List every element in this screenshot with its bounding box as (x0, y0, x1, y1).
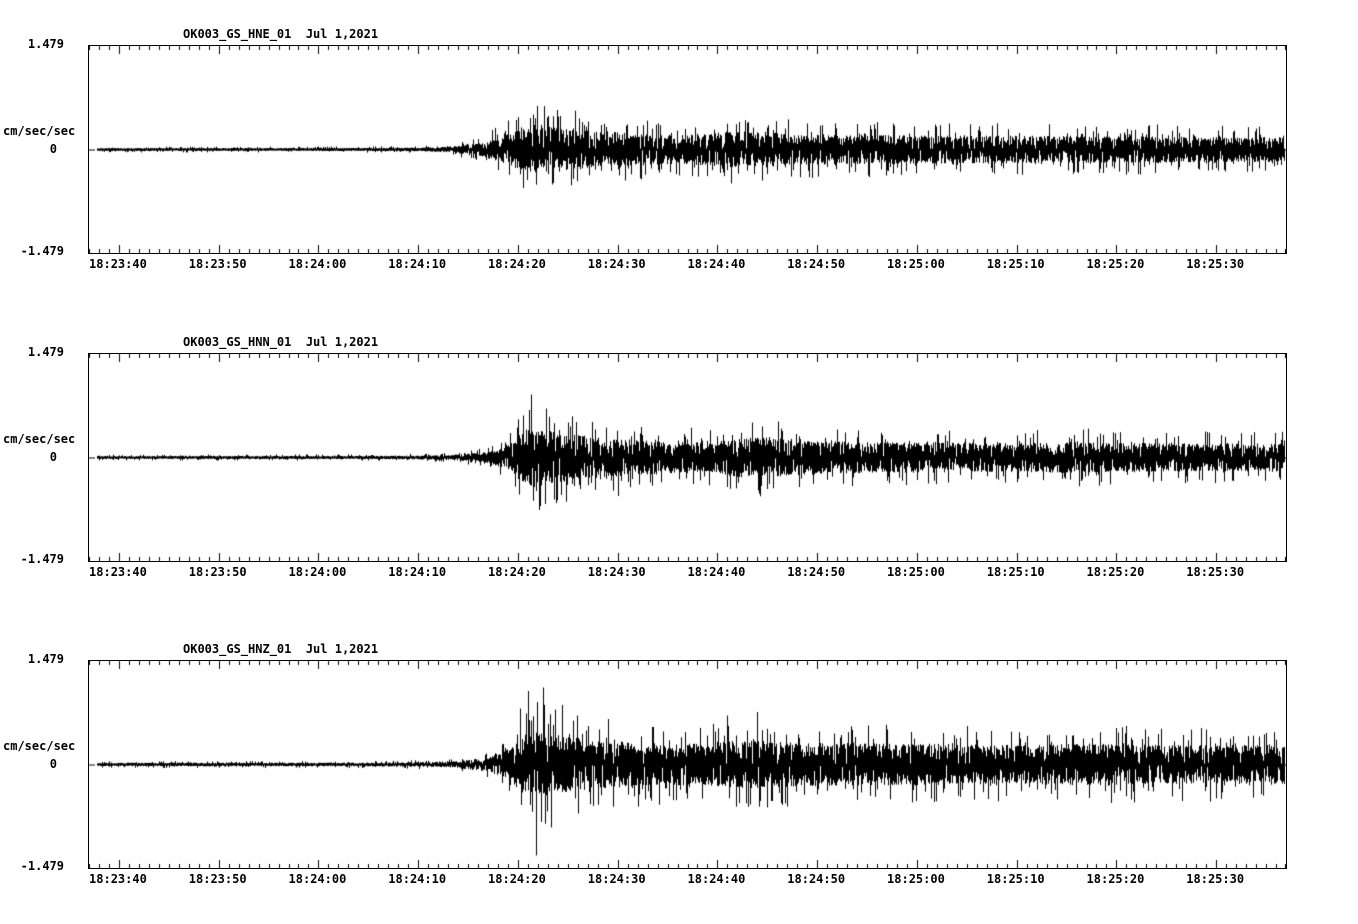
x-axis-time-label: 18:24:30 (587, 257, 646, 271)
x-axis-time-label: 18:25:10 (986, 257, 1045, 271)
waveform-trace-canvas (89, 354, 1286, 561)
waveform-trace-canvas (89, 46, 1286, 253)
x-axis-time-label: 18:24:20 (488, 565, 546, 579)
x-axis-time-label: 18:24:40 (687, 565, 746, 579)
seismogram-panel-1: OK003_GS_HNE_01 Jul 1,2021 1.479 cm/sec/se… (0, 16, 1358, 324)
x-axis-time-label: 18:24:30 (587, 565, 646, 579)
x-axis-time-label: 18:24:40 (687, 257, 746, 271)
plot-area (88, 353, 1287, 562)
y-tick-label-min: -1.479 (20, 244, 64, 258)
x-axis-time-label: 18:24:50 (787, 872, 846, 886)
x-axis-time-label: 18:24:00 (288, 872, 347, 886)
y-tick-label-zero: 0 (49, 756, 57, 771)
panel-title: OK003_GS_HNN_01 Jul 1,2021 (183, 335, 379, 349)
x-axis-time-label: 18:24:10 (388, 257, 447, 271)
y-tick-label-max: 1.479 (27, 37, 64, 51)
x-axis-time-label: 18:23:50 (188, 257, 247, 271)
x-axis-time-label: 18:25:20 (1086, 872, 1145, 886)
plot-area (88, 660, 1287, 869)
x-axis-time-label: 18:24:10 (388, 565, 447, 579)
x-axis-time-label: 18:24:10 (388, 872, 447, 886)
x-axis-time-label: 18:25:30 (1186, 872, 1245, 886)
panel-title: OK003_GS_HNE_01 Jul 1,2021 (183, 27, 379, 41)
x-axis-time-label: 18:25:00 (887, 565, 945, 579)
x-axis-time-label: 18:23:50 (188, 565, 247, 579)
x-axis-time-label: 18:24:20 (488, 257, 546, 271)
x-axis-time-label: 18:25:10 (986, 872, 1045, 886)
y-tick-label-max: 1.479 (27, 652, 64, 666)
x-axis-time-label: 18:23:40 (89, 872, 147, 886)
y-tick-label-zero: 0 (49, 449, 57, 464)
x-axis-time-label: 18:24:50 (787, 565, 846, 579)
panel-title: OK003_GS_HNZ_01 Jul 1,2021 (183, 642, 379, 656)
x-axis-time-label: 18:24:30 (587, 872, 646, 886)
x-axis-time-label: 18:25:00 (887, 872, 945, 886)
seismogram-panel-3: OK003_GS_HNZ_01 Jul 1,2021 1.479 cm/sec/se… (0, 631, 1358, 924)
y-tick-label-zero: 0 (49, 141, 57, 156)
y-tick-label-max: 1.479 (27, 345, 64, 359)
x-axis-time-label: 18:25:20 (1086, 257, 1145, 271)
x-axis-time-label: 18:24:20 (488, 872, 546, 886)
x-axis-time-label: 18:24:40 (687, 872, 746, 886)
y-tick-label-min: -1.479 (20, 859, 64, 873)
x-axis-time-label: 18:25:30 (1186, 257, 1245, 271)
waveform-trace-canvas (89, 661, 1286, 868)
y-axis-unit-label: cm/sec/sec (3, 738, 76, 753)
x-axis-time-label: 18:24:00 (288, 565, 347, 579)
seismogram-panel-2: OK003_GS_HNN_01 Jul 1,2021 1.479 cm/sec/se… (0, 324, 1358, 632)
y-axis-unit-label: cm/sec/sec (3, 123, 76, 138)
x-axis-time-label: 18:24:50 (787, 257, 846, 271)
x-axis-time-label: 18:25:30 (1186, 565, 1245, 579)
x-axis-time-label: 18:25:00 (887, 257, 945, 271)
x-axis-time-label: 18:25:20 (1086, 565, 1145, 579)
x-axis-time-label: 18:24:00 (288, 257, 347, 271)
x-axis-time-label: 18:25:10 (986, 565, 1045, 579)
x-axis-time-label: 18:23:40 (89, 565, 147, 579)
plot-area (88, 45, 1287, 254)
y-tick-label-min: -1.479 (20, 552, 64, 566)
y-axis-unit-label: cm/sec/sec (3, 431, 76, 446)
x-axis-time-label: 18:23:40 (89, 257, 147, 271)
x-axis-time-label: 18:23:50 (188, 872, 247, 886)
